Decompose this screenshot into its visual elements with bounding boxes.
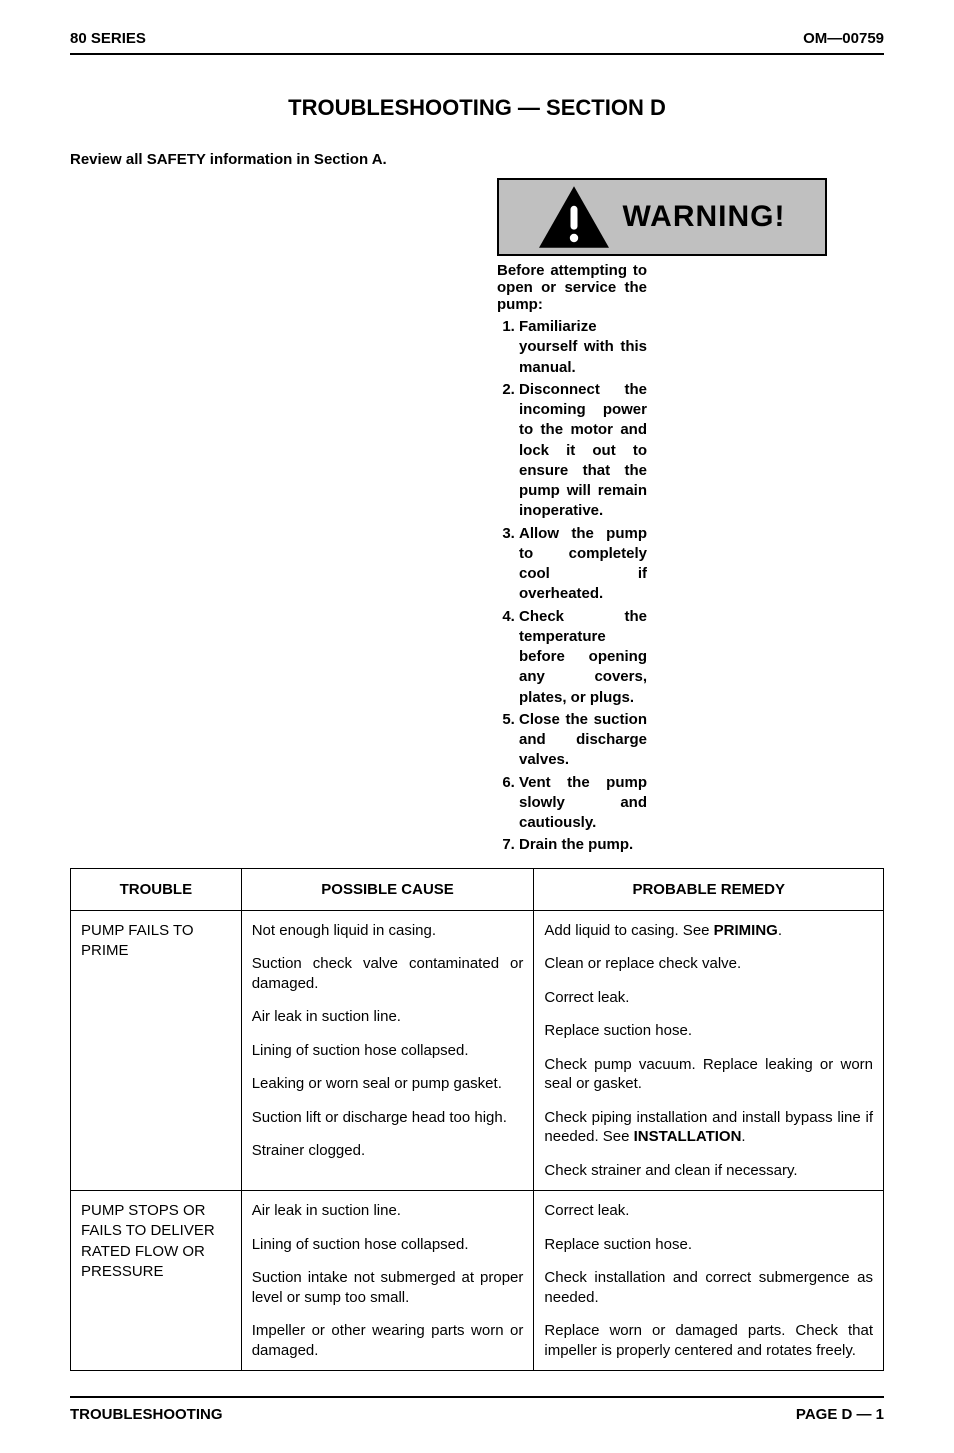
remedy-item: Check piping installation and install by… <box>544 1108 873 1147</box>
cause-item: Not enough liquid in casing. <box>252 921 524 941</box>
cause-item: Lining of suction hose collapsed. <box>252 1041 524 1061</box>
warning-box: WARNING! <box>497 178 827 256</box>
footer-right: PAGE D — 1 <box>796 1406 884 1423</box>
warning-item: Drain the pump. <box>519 835 647 855</box>
warning-label: WARNING! <box>623 200 786 234</box>
footer-rule <box>70 1396 884 1398</box>
cause-item: Air leak in suction line. <box>252 1201 524 1221</box>
header-right: OM—00759 <box>803 30 884 47</box>
cause-item: Impeller or other wearing parts worn or … <box>252 1321 524 1360</box>
warning-item: Familiarize yourself with this manual. <box>519 317 647 378</box>
header-trouble: TROUBLE <box>71 868 242 910</box>
trouble-label: PUMP STOPS OR FAILS TO DELIVER RATED FLO… <box>81 1201 231 1282</box>
remedy-item: Clean or replace check valve. <box>544 954 873 974</box>
warning-item: Vent the pump slowly and cautiously. <box>519 773 647 834</box>
cause-item: Lining of suction hose collapsed. <box>252 1235 524 1255</box>
remedy-item: Check installation and correct submergen… <box>544 1268 873 1307</box>
warning-block: WARNING! <box>307 178 647 256</box>
remedy-item: Check pump vacuum. Replace leaking or wo… <box>544 1055 873 1094</box>
cause-item: Suction intake not submerged at proper l… <box>252 1268 524 1307</box>
remedy-item: Correct leak. <box>544 988 873 1008</box>
table-row: PUMP FAILS TO PRIME Not enough liquid in… <box>71 910 884 1191</box>
trouble-label: PUMP FAILS TO PRIME <box>81 921 231 962</box>
remedy-item: Replace worn or damaged parts. Check tha… <box>544 1321 873 1360</box>
footer-left: TROUBLESHOOTING <box>70 1406 223 1423</box>
warning-intro: Before attempting to open or service the… <box>497 262 647 313</box>
remedy-item: Correct leak. <box>544 1201 873 1221</box>
remedy-item: Replace suction hose. <box>544 1235 873 1255</box>
trouble-cell: PUMP STOPS OR FAILS TO DELIVER RATED FLO… <box>71 1191 242 1371</box>
page-footer: TROUBLESHOOTING PAGE D — 1 <box>70 1406 884 1423</box>
table-header-row: TROUBLE POSSIBLE CAUSE PROBABLE REMEDY <box>71 868 884 910</box>
warning-item: Check the temperature before opening any… <box>519 607 647 708</box>
cause-item: Air leak in suction line. <box>252 1007 524 1027</box>
cause-cell: Not enough liquid in casing. Suction che… <box>241 910 534 1191</box>
cause-cell: Air leak in suction line. Lining of suct… <box>241 1191 534 1371</box>
warning-item: Allow the pump to completely cool if ove… <box>519 524 647 605</box>
trouble-cell: PUMP FAILS TO PRIME <box>71 910 242 1191</box>
review-safety-text: Review all SAFETY information in Section… <box>70 151 884 168</box>
remedy-item: Add liquid to casing. See PRIMING. <box>544 921 873 941</box>
document-page: 80 SERIES OM—00759 TROUBLESHOOTING — SEC… <box>0 0 954 1453</box>
troubleshooting-table: TROUBLE POSSIBLE CAUSE PROBABLE REMEDY P… <box>70 868 884 1372</box>
header-left: 80 SERIES <box>70 30 146 47</box>
remedy-item: Replace suction hose. <box>544 1021 873 1041</box>
warning-list: Familiarize yourself with this manual. D… <box>497 317 647 856</box>
page-header: 80 SERIES OM—00759 <box>70 30 884 53</box>
header-remedy: PROBABLE REMEDY <box>534 868 884 910</box>
header-cause: POSSIBLE CAUSE <box>241 868 534 910</box>
warning-triangle-icon <box>539 186 609 248</box>
warning-instructions: Before attempting to open or service the… <box>307 262 647 856</box>
cause-item: Strainer clogged. <box>252 1141 524 1161</box>
remedy-cell: Correct leak. Replace suction hose. Chec… <box>534 1191 884 1371</box>
warning-item: Disconnect the incoming power to the mot… <box>519 380 647 522</box>
table-row: PUMP STOPS OR FAILS TO DELIVER RATED FLO… <box>71 1191 884 1371</box>
cause-item: Suction check valve contaminated or dama… <box>252 954 524 993</box>
remedy-cell: Add liquid to casing. See PRIMING. Clean… <box>534 910 884 1191</box>
cause-item: Suction lift or discharge head too high. <box>252 1108 524 1128</box>
warning-item: Close the suction and discharge valves. <box>519 710 647 771</box>
section-title: TROUBLESHOOTING — SECTION D <box>70 95 884 121</box>
header-rule <box>70 53 884 55</box>
remedy-item: Check strainer and clean if necessary. <box>544 1161 873 1181</box>
cause-item: Leaking or worn seal or pump gasket. <box>252 1074 524 1094</box>
